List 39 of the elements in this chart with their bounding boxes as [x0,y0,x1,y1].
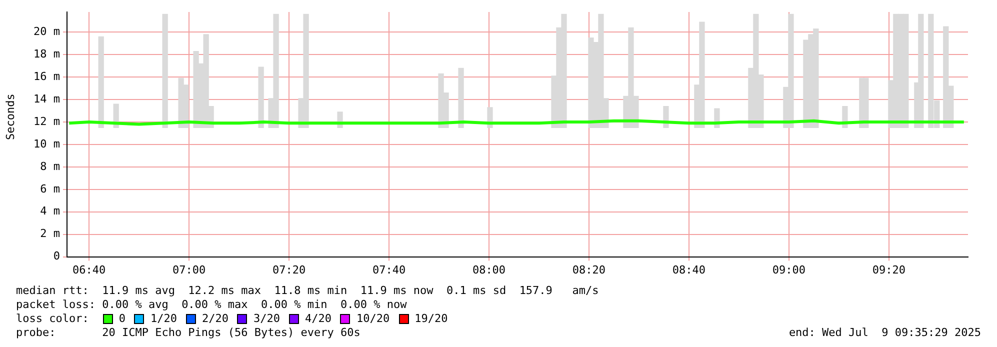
y-tick-label: 4 m [40,204,60,218]
legend-label: 19/20 [414,312,448,326]
x-tick-label: 08:00 [472,263,506,276]
y-axis-title: Seconds [4,94,17,140]
y-tick-label: 18 m [34,48,60,61]
text: packet loss: 0.00 % avg 0.00 % max 0.00 % min 0.00 % now [16,298,407,312]
bar [458,68,464,128]
legend-label: 10/20 [356,312,390,326]
y-tick-label: 12 m [34,114,60,128]
x-tick-label: 07:40 [372,263,406,276]
bar [918,14,924,128]
y-tick-label: 6 m [40,182,60,196]
y-tick-label: 20 m [34,25,60,38]
x-tick-label: 09:00 [772,263,806,276]
x-tick-label: 07:00 [172,263,206,276]
x-tick-label: 08:40 [672,263,706,276]
legend-title: loss color: [16,312,89,326]
x-tick-label: 07:20 [272,263,306,276]
legend-label: 0 [118,312,126,326]
y-tick-label: 16 m [34,70,60,83]
text: median rtt: 11.9 ms avg 12.2 ms max 11.8 ms min 11.9 ms now 0.1 ms sd 157.9 am/s [16,284,599,298]
y-tick-label: 8 m [40,160,60,173]
legend-label: 2/20 [202,312,228,326]
bar [258,66,264,128]
bar [98,36,104,128]
y-tick-label: 0 [53,250,60,263]
x-tick-label: 06:40 [72,263,106,276]
y-tick-label: 10 m [34,137,60,150]
x-tick-label: 09:20 [872,263,906,276]
bar [863,78,869,128]
legend-label: 1/20 [150,312,177,326]
bar [162,14,168,128]
legend-label: 3/20 [253,312,280,326]
text: probe: 20 ICMP Echo Pings (56 Bytes) every 60s [16,326,360,340]
legend-label: 4/20 [304,312,332,326]
y-tick-label: 14 m [34,92,60,106]
y-tick-label: 2 m [40,227,60,240]
text: end: Wed Jul 9 09:35:29 2025 [788,326,981,340]
x-tick-label: 08:20 [572,263,606,276]
